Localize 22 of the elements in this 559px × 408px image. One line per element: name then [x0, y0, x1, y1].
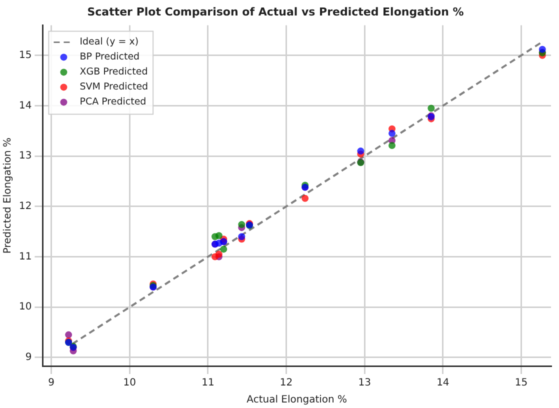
x-tick-label: 11 [202, 378, 214, 389]
y-tick-label: 11 [18, 251, 32, 262]
x-tick-label: 13 [358, 378, 371, 389]
legend-label: Ideal (y = x) [80, 36, 139, 48]
x-axis-title: Actual Elongation % [246, 394, 348, 406]
legend-label: XGB Predicted [80, 66, 148, 78]
x-tick-label: 12 [280, 378, 293, 389]
y-tick-label: 14 [18, 100, 32, 112]
chart-title: Scatter Plot Comparison of Actual vs Predicted Elongation % [87, 5, 464, 18]
legend-label: BP Predicted [80, 52, 140, 63]
x-tick-label: 9 [48, 378, 55, 389]
y-tick-label: 13 [18, 150, 32, 162]
y-tick-label: 12 [18, 201, 32, 212]
x-tick-label: 14 [436, 378, 450, 389]
y-axis-title: Predicted Elongation % [2, 138, 14, 254]
y-tick-label: 10 [18, 302, 32, 313]
x-tick-label: 10 [123, 378, 136, 389]
x-tick-label: 15 [514, 378, 528, 389]
y-tick-label: 15 [18, 50, 32, 61]
legend-label: SVM Predicted [80, 82, 148, 93]
y-tick-label: 9 [25, 352, 32, 364]
legend-label: PCA Predicted [80, 96, 146, 108]
